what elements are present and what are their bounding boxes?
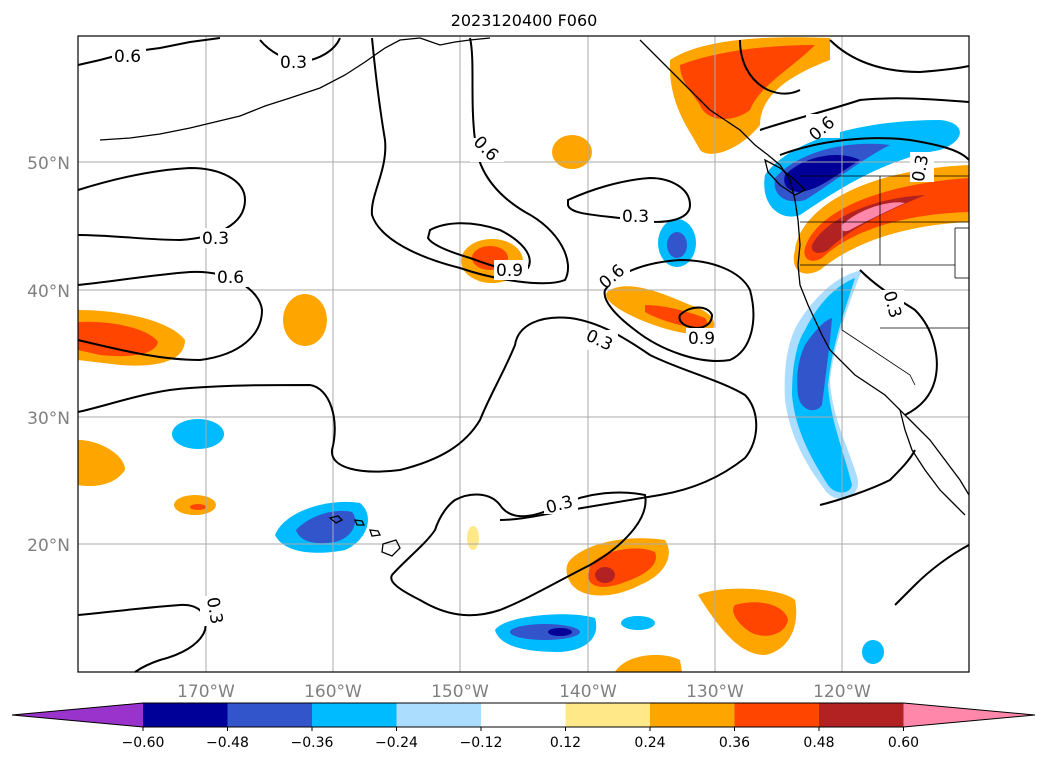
contour-label: 0.6 — [114, 47, 141, 67]
colorbar-tick-label: −0.12 — [460, 735, 503, 751]
shade-pos-patch-e — [283, 294, 327, 346]
colorbar-extend-high — [903, 703, 1035, 727]
coast-alaska-gulf — [419, 37, 491, 46]
contour-east-03 — [829, 39, 970, 74]
shade-pos-oregon-pink — [841, 202, 905, 232]
contour-west-03-north — [77, 166, 247, 242]
lat-label-50n: 50°N — [27, 154, 70, 174]
contour-label: 0.3 — [280, 53, 307, 73]
shade-pos-patch-d-core — [645, 305, 707, 329]
colorbar-swatch — [227, 703, 313, 727]
contour-offshore-03 — [819, 449, 916, 506]
colorbar-tick-label: 0.24 — [634, 735, 665, 751]
shade-pos-bottom — [615, 654, 682, 672]
shaded-fields — [78, 37, 969, 672]
colorbar-swatch — [312, 703, 397, 727]
colorbar-swatch — [396, 703, 482, 727]
contour-label: 0.9 — [496, 261, 523, 281]
colorbar-swatch — [650, 703, 735, 727]
contour-label: 0.3 — [202, 229, 229, 249]
contour-central-03 — [77, 316, 758, 521]
shade-neg-vancouver-core — [784, 155, 860, 192]
shade-neg-patch-m — [862, 640, 884, 664]
shade-pos-west-core — [78, 321, 158, 357]
colorbar-swatch — [481, 703, 566, 727]
colorbar-swatches — [11, 702, 1036, 728]
contour-label: 0.3 — [622, 207, 649, 227]
contour-southwest-03 — [77, 603, 207, 673]
map-border — [77, 35, 970, 673]
map-title: 2023120400 F060 — [451, 11, 598, 30]
colorbar-tick-label: 0.60 — [888, 735, 919, 751]
colorbar-ticks: −0.60 −0.48 −0.36 −0.24 −0.12 0.12 0.24 0.36 0.4… — [122, 727, 919, 751]
contour-label: 0.6 — [217, 268, 244, 288]
colorbar-tick-label: 0.48 — [803, 735, 834, 751]
colorbar: −0.60 −0.48 −0.36 −0.24 −0.12 0.12 0.24 0.36 0.4… — [11, 702, 1036, 751]
contour-pnw-06 — [759, 97, 970, 131]
contour-se-03 — [894, 544, 970, 606]
colorbar-swatch — [143, 703, 228, 727]
colorbar-tick-label: 0.12 — [550, 735, 581, 751]
contour-south-03 — [390, 491, 647, 617]
shade-neg-calcoast-core — [797, 318, 832, 411]
coast-vancouver-island — [764, 158, 807, 196]
shade-pos-oregon-dark — [811, 195, 925, 253]
colorbar-tick-label: −0.36 — [291, 735, 334, 751]
lon-label-150w: 150°W — [431, 682, 489, 702]
longitude-labels: 170°W 160°W 150°W 140°W 130°W 120°W — [177, 682, 871, 702]
coast-bc-alaska — [639, 39, 970, 496]
state-borders — [800, 175, 969, 386]
map-panel: 0.6 0.3 0.6 0.3 0.6 0.9 0.3 0.6 0.3 0.9 … — [77, 35, 970, 673]
shade-pos-oregon-mid — [804, 178, 969, 261]
coast-aleutians — [99, 37, 421, 141]
lon-label-170w: 170°W — [177, 682, 235, 702]
contour-label: 0.3 — [909, 153, 933, 183]
latitude-labels: 50°N 40°N 30°N 20°N — [27, 154, 70, 556]
contour-mid-09 — [678, 306, 714, 329]
shade-neg-patch-f — [172, 419, 224, 449]
lon-label-140w: 140°W — [559, 682, 617, 702]
coast-baja — [899, 409, 966, 516]
colorbar-swatch — [819, 703, 904, 727]
shade-pos-patch-g-core — [190, 504, 206, 510]
shade-neg-patch-b-core — [667, 232, 687, 258]
contour-mid-03 — [567, 176, 692, 223]
contour-west-06 — [77, 270, 264, 362]
contour-pnw-03 — [779, 137, 970, 161]
shade-pos-patch-i-dark — [595, 567, 615, 583]
colorbar-extend-low — [12, 703, 143, 727]
shade-pos-spot-h — [467, 526, 479, 550]
lon-label-120w: 120°W — [813, 682, 871, 702]
shade-pos-patch-l-core — [733, 602, 788, 636]
colorbar-tick-label: 0.36 — [719, 735, 750, 751]
contour-pnw-06b — [739, 39, 801, 95]
colorbar-tick-label: −0.48 — [206, 735, 249, 751]
lon-label-130w: 130°W — [686, 682, 744, 702]
coastlines — [99, 37, 970, 516]
colorbar-tick-label: −0.24 — [375, 735, 418, 751]
contour-label: 0.3 — [202, 596, 226, 626]
lat-label-40n: 40°N — [27, 282, 70, 302]
colorbar-swatch — [565, 703, 651, 727]
shade-pnw-band-inner — [680, 45, 815, 120]
shade-neg-patch-k — [621, 616, 655, 630]
shade-neg-patch-j-dark — [548, 628, 572, 636]
shade-patch-a — [552, 135, 592, 169]
contour-mid-06 — [603, 258, 755, 362]
lat-label-20n: 20°N — [27, 536, 70, 556]
contour-label: 0.9 — [688, 329, 715, 349]
shade-neg-patch-j-core — [510, 624, 580, 640]
hawaiian-islands — [328, 515, 401, 557]
lon-label-160w: 160°W — [304, 682, 362, 702]
lat-label-30n: 30°N — [27, 409, 70, 429]
colorbar-tick-label: −0.60 — [122, 735, 165, 751]
colorbar-swatch — [734, 703, 820, 727]
shade-pos-west-27n — [78, 440, 125, 487]
